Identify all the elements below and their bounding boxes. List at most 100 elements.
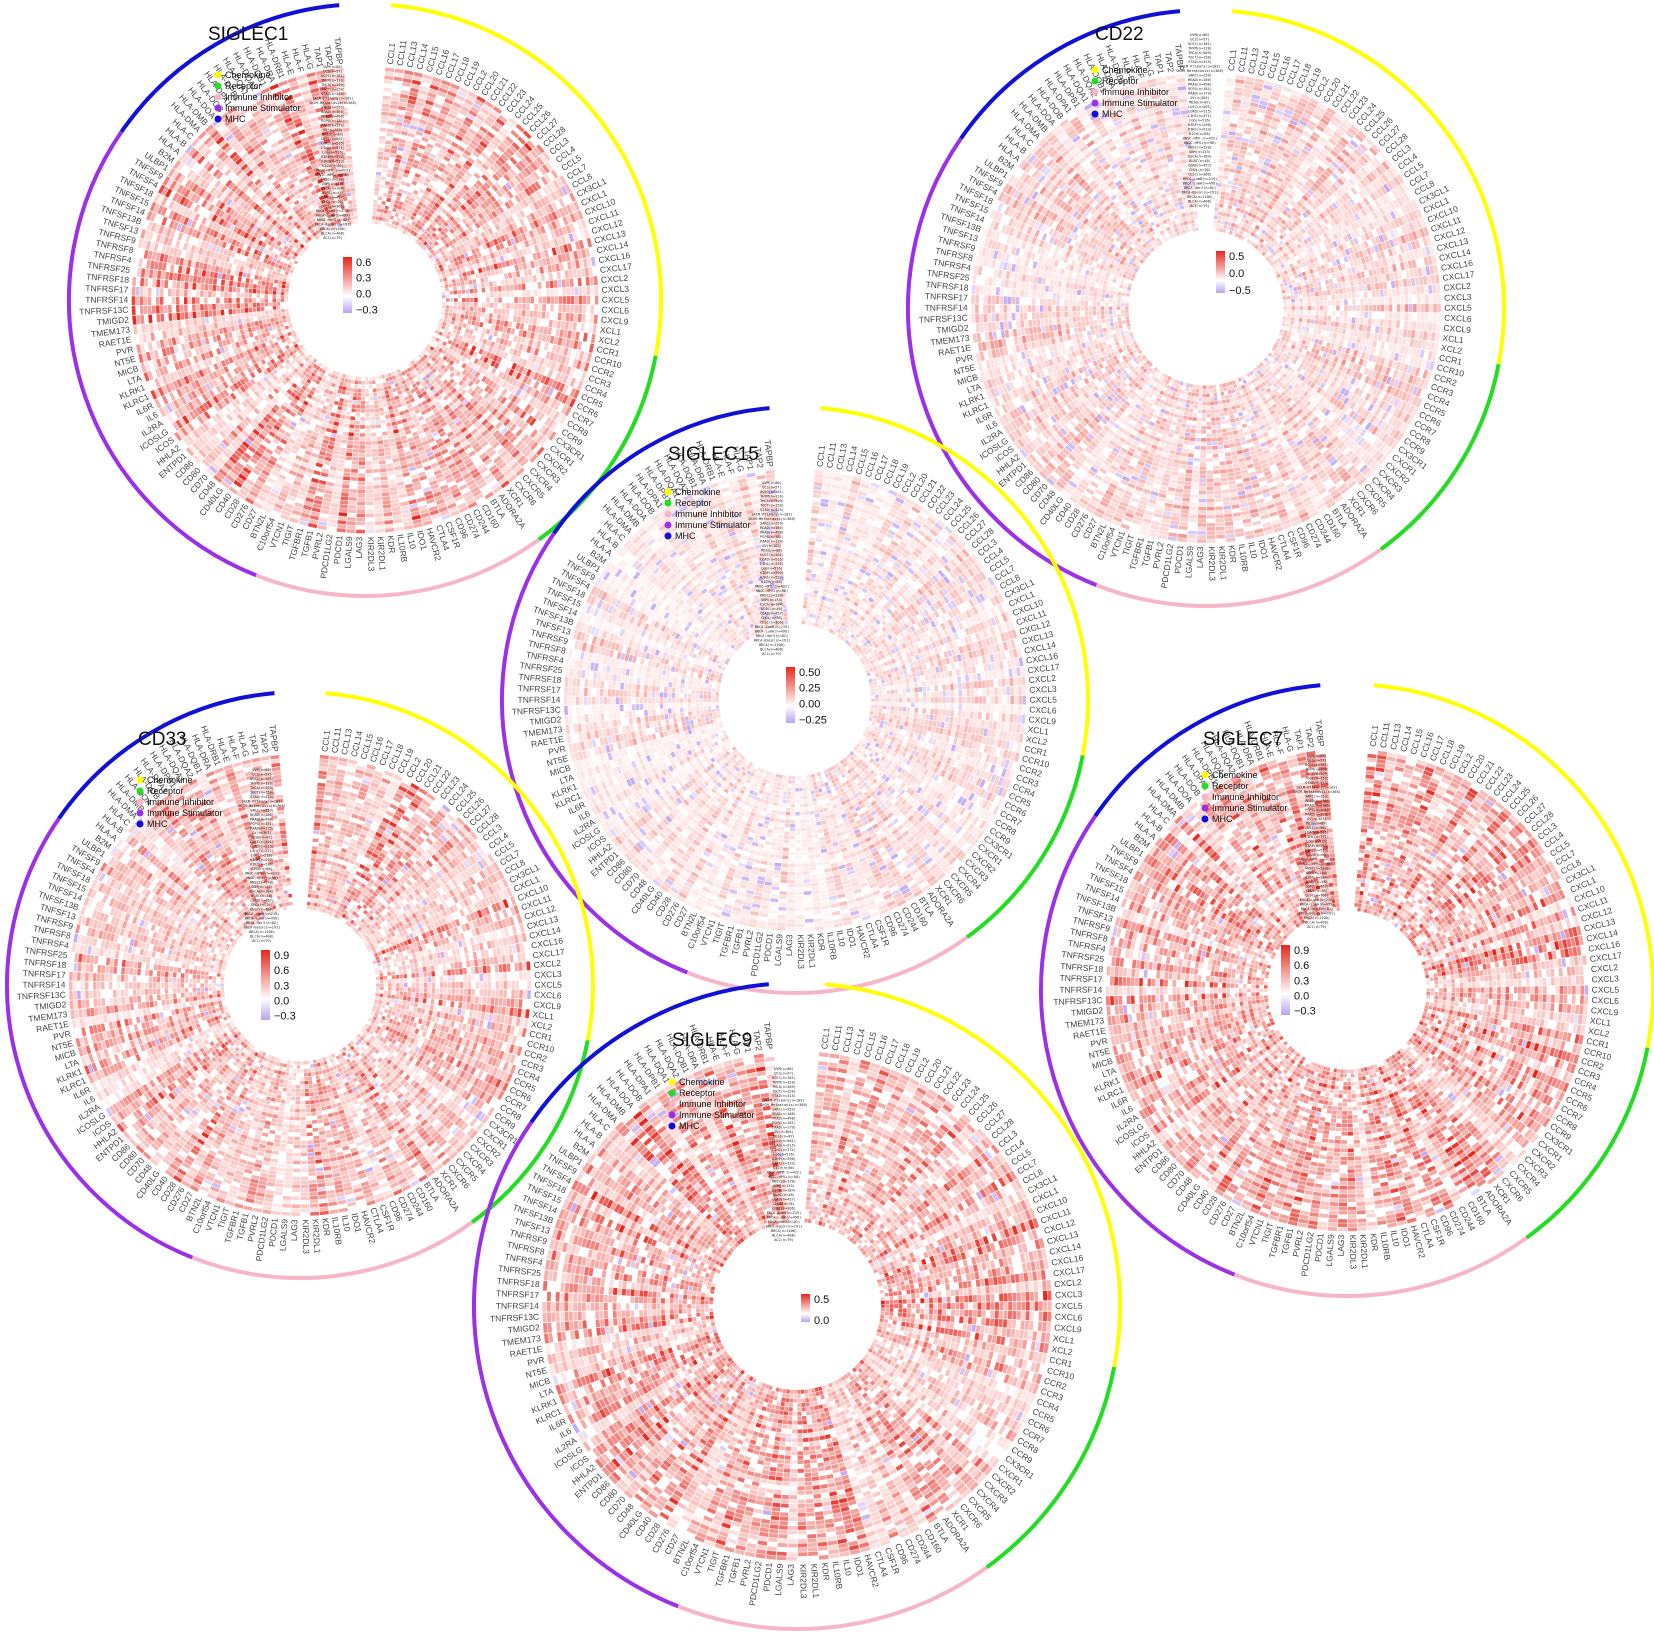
heat-cell [435, 338, 440, 343]
heat-cell [458, 260, 463, 265]
heat-cell [358, 485, 365, 489]
heat-cell [349, 501, 357, 505]
heat-cell [359, 457, 365, 461]
heat-cell [233, 314, 237, 319]
heat-cell [273, 291, 277, 295]
cancer-type-label: SKCM-Metastasis(n=368) [309, 101, 357, 105]
heat-cell [184, 282, 188, 289]
heat-cell [419, 188, 425, 193]
heat-cell [267, 477, 276, 484]
heat-cell [215, 266, 220, 272]
heat-cell [352, 404, 356, 408]
heat-cell [369, 381, 372, 385]
cancer-type-label: LUAD(n=515) [321, 142, 345, 146]
heat-cell [361, 389, 365, 393]
heat-cell [195, 333, 200, 340]
heat-cell [339, 455, 346, 459]
heat-cell [390, 215, 394, 219]
heat-cell [570, 305, 574, 313]
heat-cell [166, 330, 171, 338]
heat-cell [343, 432, 349, 436]
heat-cell [358, 477, 365, 481]
heat-cell [393, 166, 399, 171]
heat-cell [338, 520, 347, 524]
heat-cell [194, 204, 201, 212]
heat-cell [514, 265, 519, 272]
heat-cell [550, 304, 554, 311]
heat-cell [394, 408, 399, 413]
heat-cell [388, 190, 393, 194]
heat-cell [381, 420, 386, 424]
heat-cell [269, 282, 273, 286]
heat-cell [445, 309, 449, 313]
heat-cell [345, 391, 349, 395]
heat-cell [337, 467, 344, 472]
heat-cell [212, 336, 217, 343]
heat-cell [566, 288, 570, 296]
heat-cell [162, 263, 167, 271]
heat-cell [224, 169, 232, 177]
heat-cell [533, 275, 537, 282]
heat-cell [245, 283, 249, 288]
heat-cell [324, 415, 330, 420]
heat-cell [349, 424, 354, 428]
heat-cell [518, 330, 523, 337]
heat-cell [385, 181, 390, 185]
heat-cell [373, 204, 377, 208]
heat-cell [389, 438, 395, 443]
heat-cell [526, 262, 531, 269]
heat-cell [285, 325, 289, 329]
heat-cell [458, 290, 462, 294]
heat-cell [160, 280, 164, 288]
heat-cell [287, 332, 292, 336]
heat-cell [268, 302, 272, 306]
heat-cell [570, 287, 574, 295]
colorbar-tick: 0.0 [356, 289, 371, 301]
heat-cell [479, 322, 484, 327]
heat-cell [196, 311, 200, 318]
heat-cell [469, 311, 473, 316]
heat-cell [355, 376, 358, 380]
heat-cell [366, 473, 373, 477]
heat-cell [586, 277, 590, 286]
heat-cell [236, 298, 240, 303]
heat-cell [541, 274, 545, 281]
heat-cell [266, 315, 270, 319]
heat-cell [390, 380, 394, 384]
cancer-type-label: PAAD(n=179) [321, 124, 345, 128]
heat-cell [372, 461, 379, 465]
heat-cell [269, 286, 273, 290]
heat-cell [372, 457, 378, 461]
heat-cell [353, 396, 357, 400]
heat-cell [482, 308, 486, 313]
heat-cell [595, 296, 599, 305]
heat-cell [168, 313, 172, 321]
heat-cell [223, 327, 228, 333]
heat-cell [518, 264, 523, 271]
heat-cell [387, 467, 394, 472]
heat-cell [447, 264, 452, 269]
heat-cell [464, 262, 469, 267]
heat-cell [380, 387, 384, 391]
heat-cell [481, 283, 485, 288]
heat-cell [399, 139, 406, 144]
heat-cell [558, 313, 562, 321]
heat-cell [485, 282, 489, 287]
heat-cell [346, 448, 352, 452]
heat-cell [359, 465, 366, 469]
heat-cell [499, 326, 504, 332]
heat-cell [382, 488, 390, 492]
legend-dot [215, 72, 222, 79]
heat-cell [334, 418, 339, 423]
heat-cell [349, 396, 353, 400]
heat-cell [365, 377, 368, 381]
heat-cell [187, 260, 192, 268]
heat-cell [381, 375, 385, 379]
heat-cell [379, 404, 384, 408]
heat-cell [179, 258, 184, 266]
heat-cell [521, 317, 525, 324]
heat-cell [490, 330, 495, 336]
heat-cell [184, 297, 188, 304]
heat-cell [328, 519, 337, 524]
heat-cell [380, 476, 387, 480]
